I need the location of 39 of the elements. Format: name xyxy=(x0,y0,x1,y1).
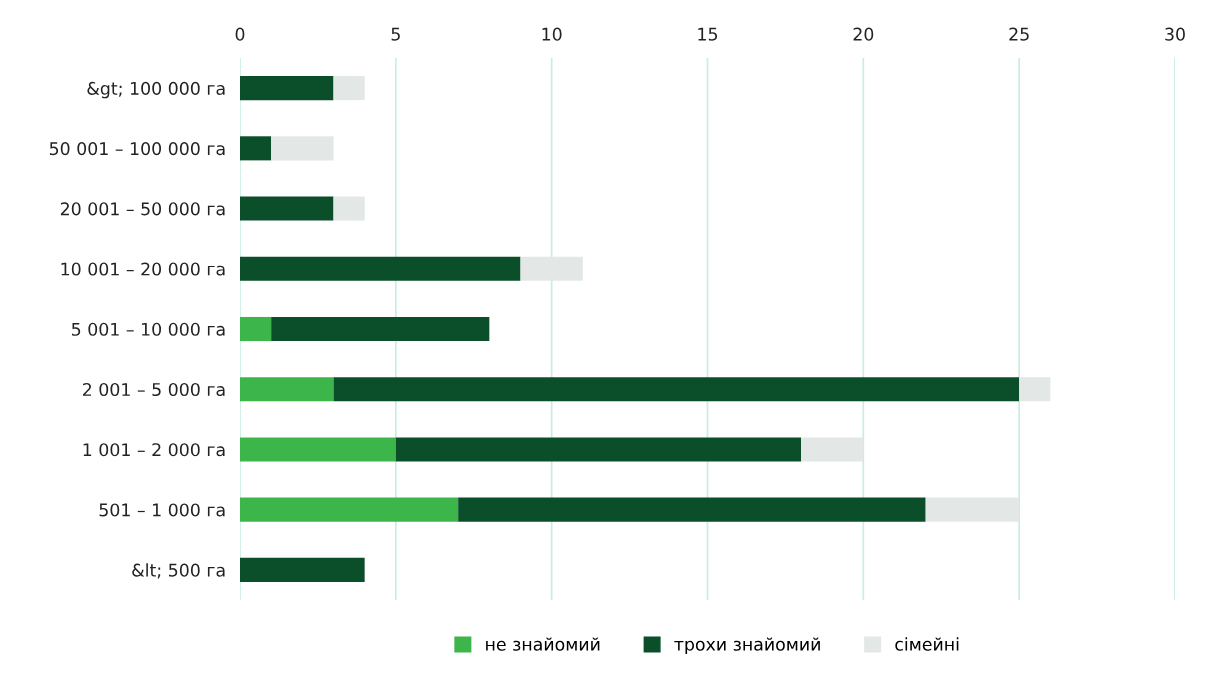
y-tick-label: 20 001 – 50 000 га xyxy=(60,202,225,216)
x-tick-label: 20 xyxy=(853,27,874,41)
x-tick-label: 10 xyxy=(542,27,562,41)
bar xyxy=(271,136,334,161)
bar xyxy=(240,557,365,582)
bar xyxy=(801,437,864,462)
bar xyxy=(333,377,1020,402)
y-tick-label: 1 001 – 2 000 га xyxy=(83,443,225,457)
x-tick-label: 15 xyxy=(698,27,718,41)
y-tick-label: 2 001 – 5 000 га xyxy=(82,382,225,397)
x-tick-label: 30 xyxy=(1165,27,1185,41)
bar xyxy=(240,377,334,402)
legend-label: не знайомий xyxy=(486,637,600,651)
bar xyxy=(271,316,490,342)
y-tick-label: &lt; 500 га xyxy=(132,563,225,579)
bar xyxy=(333,76,365,101)
y-tick-label: 501 – 1 000 га xyxy=(99,503,225,517)
x-tick-label: 0 xyxy=(235,27,245,41)
bar xyxy=(395,437,801,462)
y-tick-label: 5 001 – 10 000 га xyxy=(72,322,225,336)
bar xyxy=(458,497,926,522)
bar xyxy=(333,196,365,221)
bar xyxy=(240,497,459,522)
bar xyxy=(240,256,521,281)
bar xyxy=(520,256,583,281)
y-tick-label: &gt; 100 000 га xyxy=(87,81,225,99)
bar xyxy=(1019,377,1051,402)
legend-label: сімейні xyxy=(895,637,959,651)
bar xyxy=(240,316,272,342)
x-tick-label: 5 xyxy=(391,27,400,41)
y-tick-label: 50 001 – 100 000 га xyxy=(49,142,225,156)
bar xyxy=(240,136,272,161)
legend-label: трохи знайомий xyxy=(674,637,820,655)
x-tick-label: 25 xyxy=(1009,27,1029,41)
bar xyxy=(240,437,396,462)
y-tick-label: 10 001 – 20 000 га xyxy=(61,262,225,276)
bar xyxy=(240,196,334,221)
bar xyxy=(925,497,1020,522)
bar xyxy=(240,76,334,101)
